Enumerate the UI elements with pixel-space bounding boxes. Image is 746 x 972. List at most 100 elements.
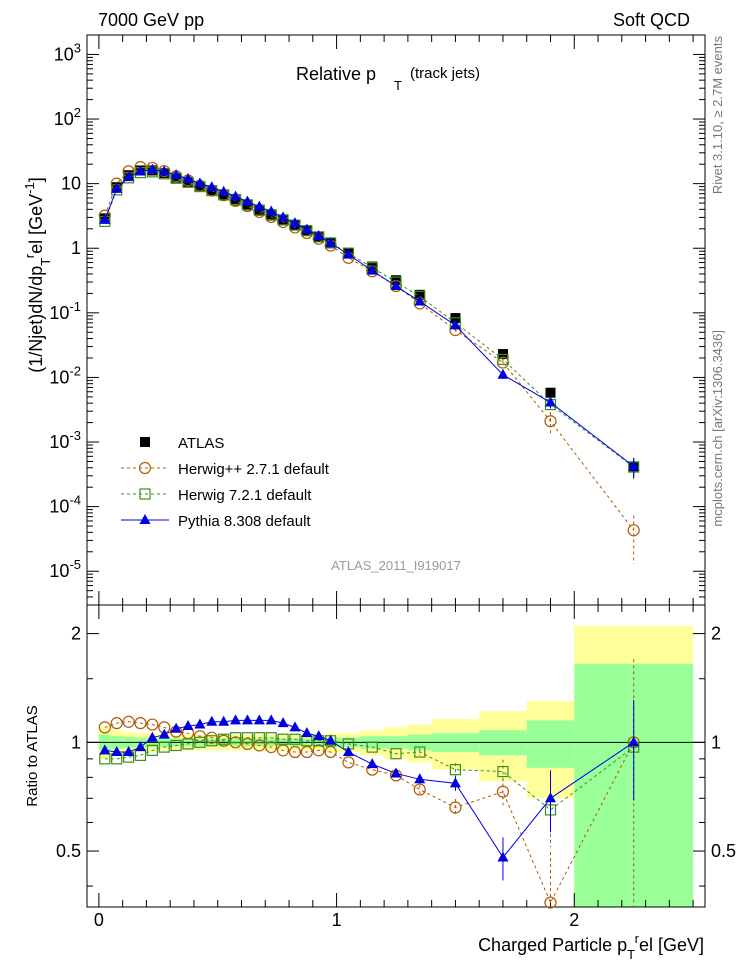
ratio-data-point: [366, 758, 378, 769]
ratio-series-2: [99, 706, 640, 847]
legend-entry: Herwig++ 2.7.1 default: [121, 461, 330, 478]
main-series-line: [104, 166, 635, 531]
svg-text:(1/Njet)dN/dpTrel [GeV-1]: (1/Njet)dN/dpTrel [GeV-1]: [22, 177, 53, 372]
ratio-data-point: [99, 744, 111, 755]
ratio-y-tick-label-right: 0.5: [711, 841, 736, 861]
ratio-data-point: [289, 733, 301, 745]
legend-label: Pythia 8.308 default: [178, 513, 311, 530]
main-data-point: [390, 280, 402, 291]
main-data-point: [289, 217, 301, 228]
plot-title-main: Relative p: [296, 64, 376, 84]
main-data-point: [449, 319, 461, 330]
svg-text:Charged Particle pTrel [GeV]: Charged Particle pTrel [GeV]: [478, 931, 704, 962]
ratio-series-line: [104, 737, 634, 811]
axes-group: 10-5 10-4 10-3 10-2 10-1 1 10 102 103 0 1 2 0.5 0.5 1 1…: [49, 34, 736, 930]
xlabel-tail: el [GeV]: [639, 935, 704, 955]
ratio-data-point: [544, 896, 557, 909]
ratio-data-point: [134, 717, 147, 730]
ratio-data-point: [545, 792, 556, 803]
ratio-data-point: [342, 756, 355, 769]
top-ylabel-main: (1/Njet)dN/dp: [26, 266, 46, 373]
top-y-tick-label: 10-3: [49, 428, 81, 452]
main-data-point: [627, 524, 640, 537]
top-ylabel-sub: T: [38, 258, 53, 266]
xlabel-main: Charged Particle p: [478, 935, 627, 955]
ratio-data-point: [390, 748, 402, 760]
x-tick-label: 1: [332, 910, 342, 930]
side-mcplots-label: mcplots.cern.ch [arXiv:1306.3436]: [710, 330, 725, 527]
ratio-series-3: [99, 700, 640, 881]
ratio-y-tick-label-right: 2: [711, 624, 721, 644]
watermark-label: ATLAS_2011_I919017: [331, 558, 461, 573]
ratio-y-tick-label: 0.5: [56, 841, 81, 861]
ratio-data-point: [324, 745, 337, 759]
top-y-tick-label: 10-4: [49, 493, 81, 517]
ratio-data-point: [241, 732, 254, 744]
top-ylabel-tail: el [GeV: [26, 194, 46, 254]
series-group: [98, 161, 640, 909]
legend-marker: [138, 461, 152, 475]
ratio-data-point: [241, 714, 253, 725]
ratio-series-1: [98, 659, 640, 909]
ratio-data-point: [497, 765, 509, 778]
ratio-data-point: [628, 736, 640, 747]
ratio-data-point: [134, 741, 146, 752]
ratio-data-point: [123, 746, 135, 757]
ratio-data-point: [230, 714, 242, 725]
top-ylabel-unit-sup: -1: [22, 182, 37, 194]
ratio-data-point: [110, 717, 123, 730]
ratio-data-point: [449, 801, 462, 814]
ratio-data-point: [158, 741, 170, 753]
legend-marker: [139, 514, 151, 524]
ratio-data-point: [193, 730, 207, 743]
main-data-point: [277, 211, 289, 222]
main-data-point: [545, 396, 556, 407]
ratio-uncertainty-bands: [98, 625, 694, 907]
main-data-point: [194, 177, 206, 188]
main-data-point: [265, 205, 277, 216]
ratio-data-point: [265, 732, 277, 744]
ratio-data-point: [277, 733, 289, 745]
plot-title: Relative p T (track jets): [296, 64, 480, 93]
main-data-point: [325, 237, 337, 248]
top-y-tick-label: 10-2: [49, 363, 81, 387]
main-data-point: [253, 200, 265, 211]
ratio-data-point: [122, 715, 135, 728]
top-ylabel-sup: r: [22, 253, 37, 258]
main-data-point: [414, 295, 426, 306]
ratio-data-point: [289, 721, 301, 732]
plot-title-sub: T: [394, 78, 402, 93]
main-series-line: [104, 169, 634, 467]
ratio-y-tick-label-right: 1: [711, 732, 721, 752]
ratio-data-point: [301, 727, 313, 738]
xlabel-sub: T: [627, 947, 635, 962]
ratio-data-point: [366, 741, 378, 753]
ratio-data-point: [342, 746, 354, 757]
main-data-point: [414, 289, 425, 300]
ratio-band-stat: [479, 730, 527, 756]
ratio-data-point: [253, 732, 265, 744]
main-data-point: [301, 223, 313, 234]
top-y-tick-label: 102: [54, 105, 81, 129]
top-y-tick-label: 103: [54, 40, 81, 64]
ratio-data-point: [206, 735, 218, 747]
main-data-point: [342, 248, 354, 259]
xlabel-sup: r: [635, 931, 640, 946]
ratio-data-point: [312, 744, 325, 757]
legend-label: ATLAS: [178, 435, 224, 452]
main-data-point: [497, 353, 509, 366]
main-data-point: [544, 415, 557, 428]
ratio-data-point: [182, 738, 194, 750]
main-data-point: [123, 171, 135, 182]
main-series-line: [104, 171, 634, 468]
series-3: [99, 163, 640, 477]
legend-entry: ATLAS: [140, 435, 224, 452]
ratio-plot-panel: [86, 604, 706, 908]
ratio-data-point: [194, 718, 206, 729]
ratio-data-point: [496, 785, 510, 798]
main-data-point: [182, 172, 194, 183]
ratio-data-point: [414, 773, 426, 784]
ratio-data-point: [253, 714, 265, 725]
ratio-data-point: [390, 767, 402, 778]
ratio-data-point: [276, 744, 290, 757]
